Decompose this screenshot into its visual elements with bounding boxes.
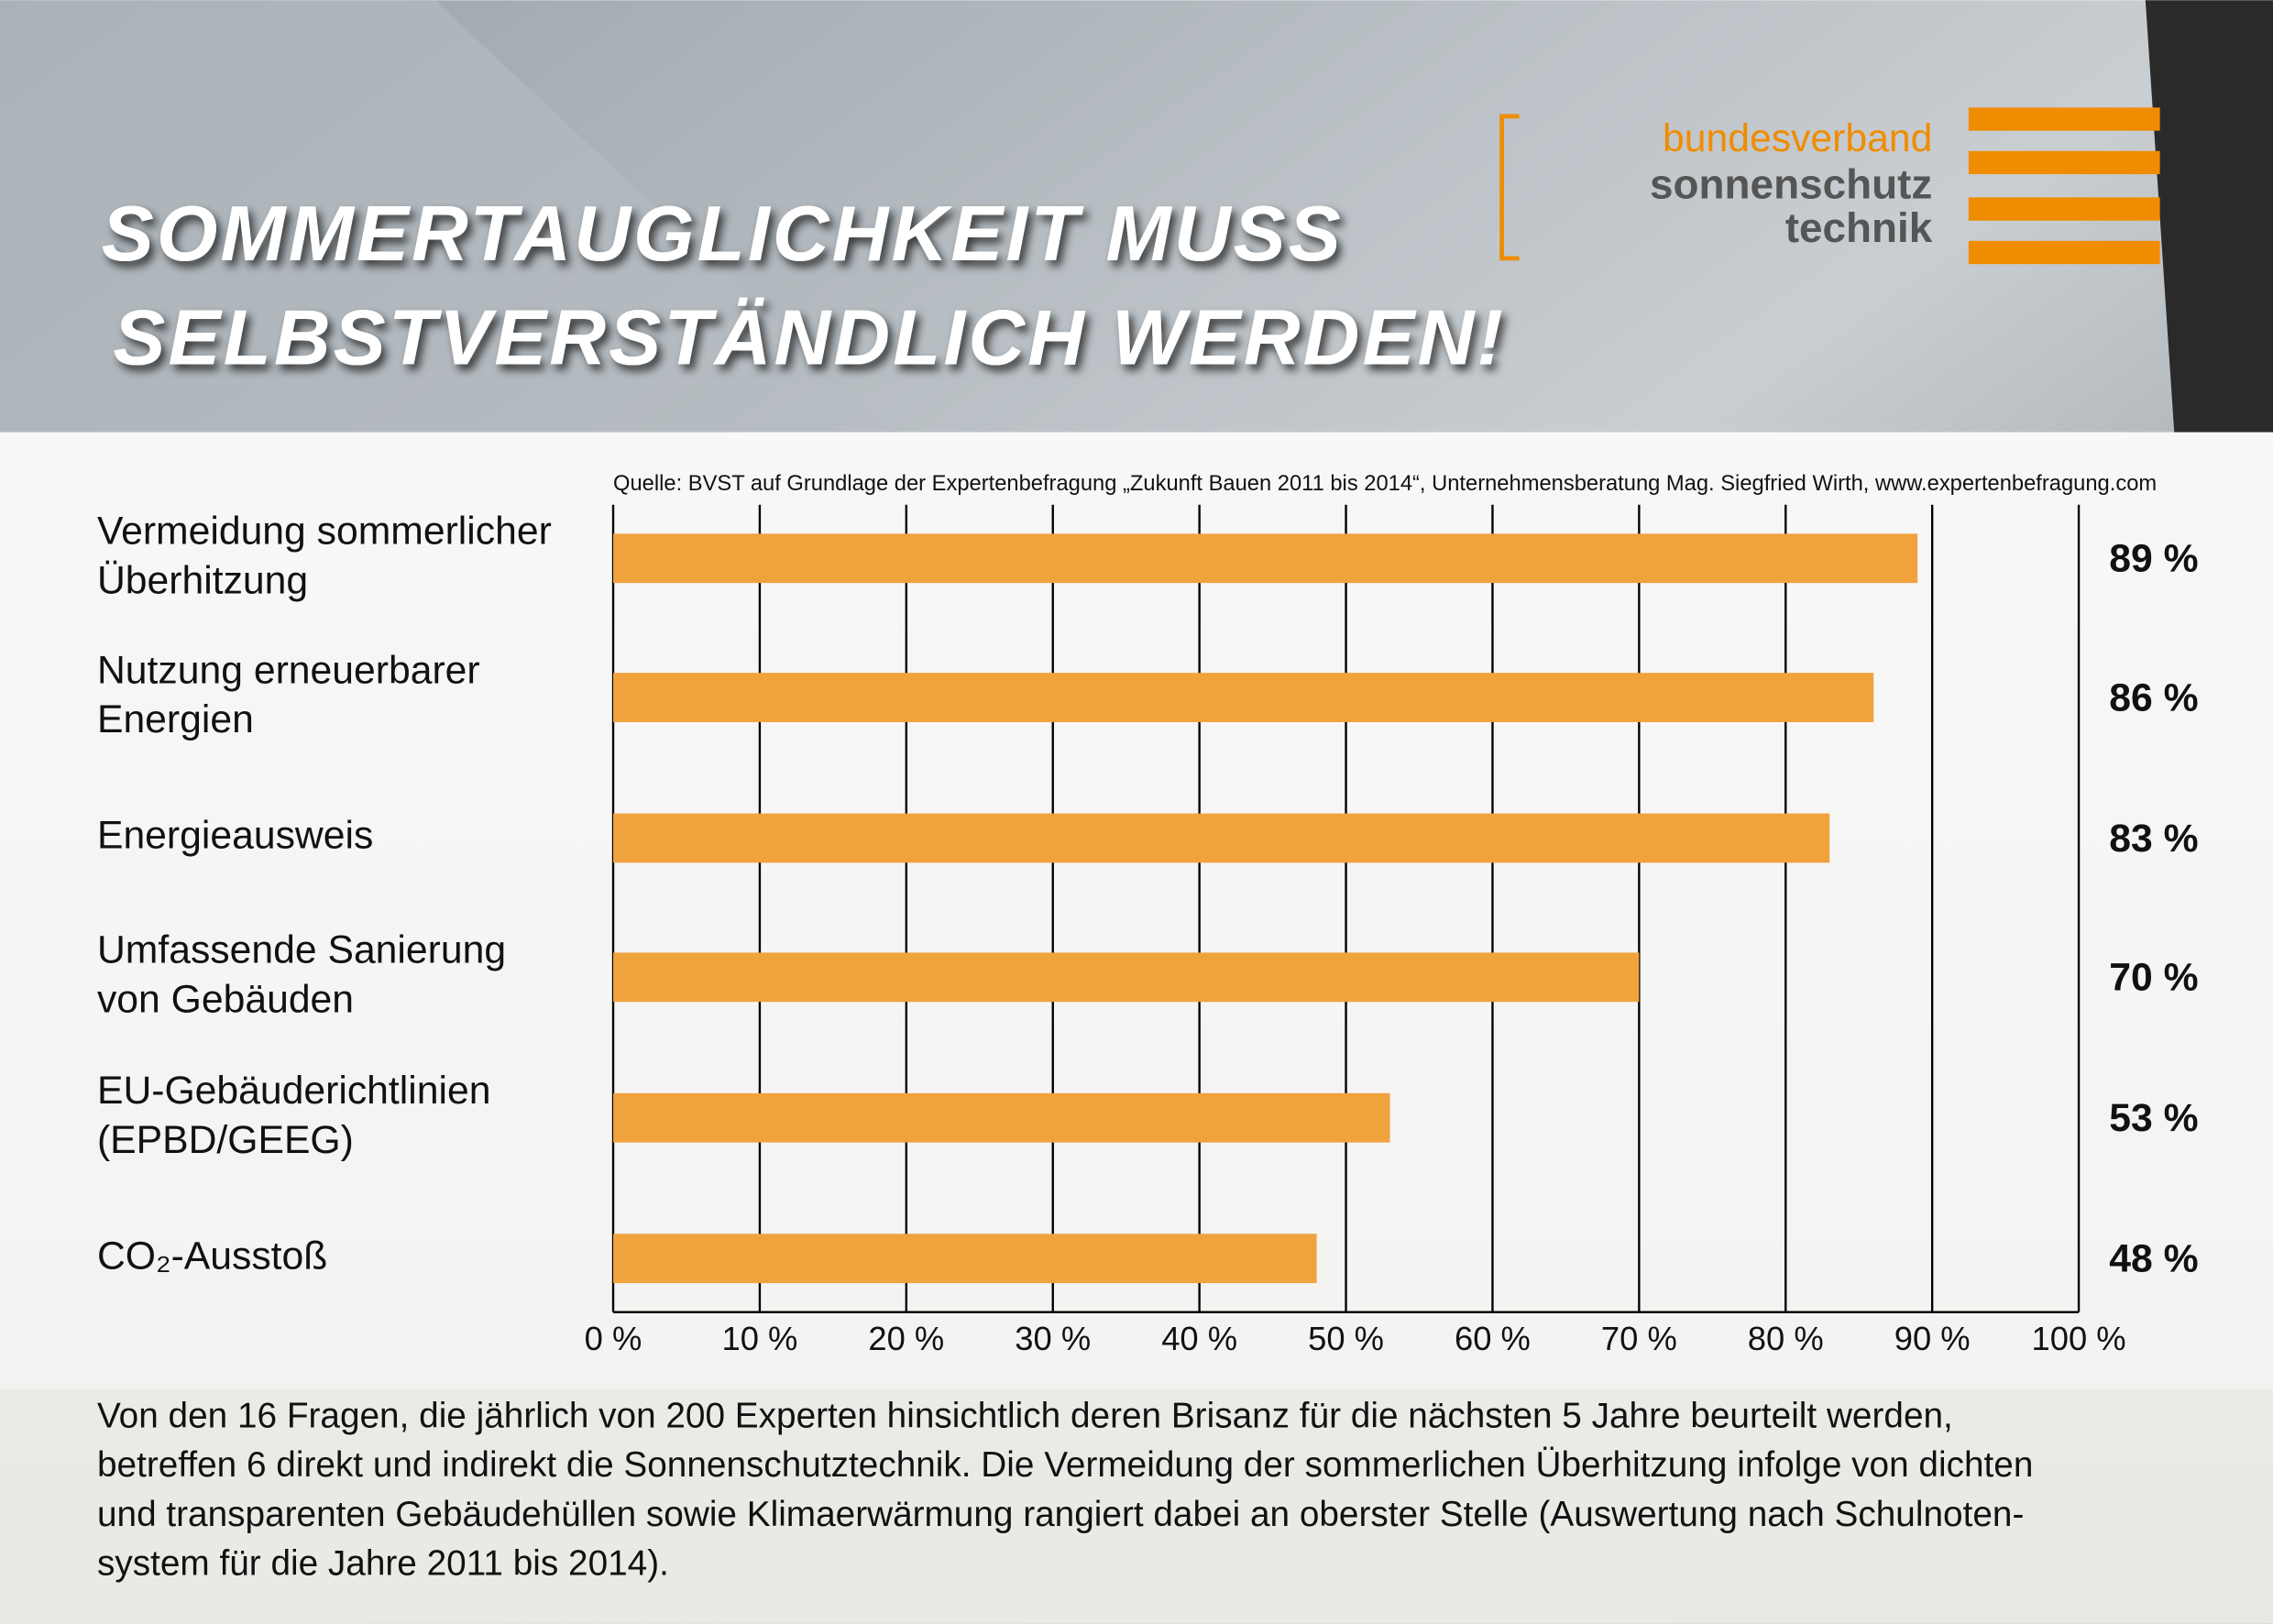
logo-stripes (1968, 107, 2160, 265)
value-label: 53 % (2109, 1096, 2198, 1140)
paragraph-line: und transparenten Gebäudehüllen sowie Kl… (97, 1495, 2024, 1534)
x-tick-label: 40 % (1161, 1320, 1237, 1357)
bar (613, 673, 1874, 722)
x-tick-label: 80 % (1748, 1320, 1824, 1357)
chart-panel (0, 432, 2273, 1389)
category-label: Energieausweis (97, 814, 373, 858)
x-tick-label: 50 % (1308, 1320, 1384, 1357)
x-tick-label: 0 % (585, 1320, 642, 1357)
text-panel (0, 1388, 2273, 1624)
value-label: 70 % (2109, 956, 2198, 1000)
logo-text: sonnenschutz (1650, 159, 1932, 207)
category-label: Umfassende Sanierung (97, 928, 506, 972)
category-label: Nutzung erneuerbarer (97, 648, 480, 692)
logo-bracket (1499, 114, 1520, 261)
category-label: CO₂-Ausstoß (97, 1234, 327, 1278)
category-label: (EPBD/GEEG) (97, 1118, 354, 1162)
logo-text: bundesverband (1663, 116, 1932, 160)
x-tick-label: 20 % (868, 1320, 944, 1357)
category-label: EU-Gebäuderichtlinien (97, 1069, 490, 1113)
category-label: Energien (97, 697, 254, 741)
value-label: 89 % (2109, 537, 2198, 581)
x-tick-label: 70 % (1601, 1320, 1677, 1357)
x-tick-label: 10 % (721, 1320, 797, 1357)
background-beam (2145, 0, 2273, 435)
category-label: Vermeidung sommerlicher (97, 510, 552, 554)
category-label: von Gebäuden (97, 977, 354, 1021)
source: Quelle: BVST auf Grundlage der Expertenb… (613, 472, 2157, 496)
paragraph-line: Von den 16 Fragen, die jährlich von 200 … (97, 1396, 1953, 1435)
paragraph-line: betreffen 6 direkt und indirekt die Sonn… (97, 1445, 2033, 1485)
bar (613, 1234, 1317, 1284)
value-label: 86 % (2109, 675, 2198, 719)
bar (613, 1092, 1390, 1143)
x-tick-label: 30 % (1015, 1320, 1091, 1357)
category-label: Überhitzung (97, 558, 308, 602)
x-tick-label: 90 % (1894, 1320, 1971, 1357)
title: SOMMERTAUGLICHKEIT MUSS (102, 191, 1344, 278)
x-tick-label: 60 % (1455, 1320, 1531, 1357)
title: SELBSTVERSTÄNDLICH WERDEN! (113, 295, 1506, 382)
background-beam (0, 0, 899, 435)
x-tick-label: 100 % (2032, 1320, 2126, 1357)
bar (613, 952, 1640, 1003)
logo-text: technik (1785, 203, 1933, 251)
paragraph-line: system für die Jahre 2011 bis 2014). (97, 1544, 669, 1584)
value-label: 48 % (2109, 1237, 2198, 1281)
bar (613, 533, 1918, 584)
bar (613, 813, 1830, 863)
value-label: 83 % (2109, 817, 2198, 861)
